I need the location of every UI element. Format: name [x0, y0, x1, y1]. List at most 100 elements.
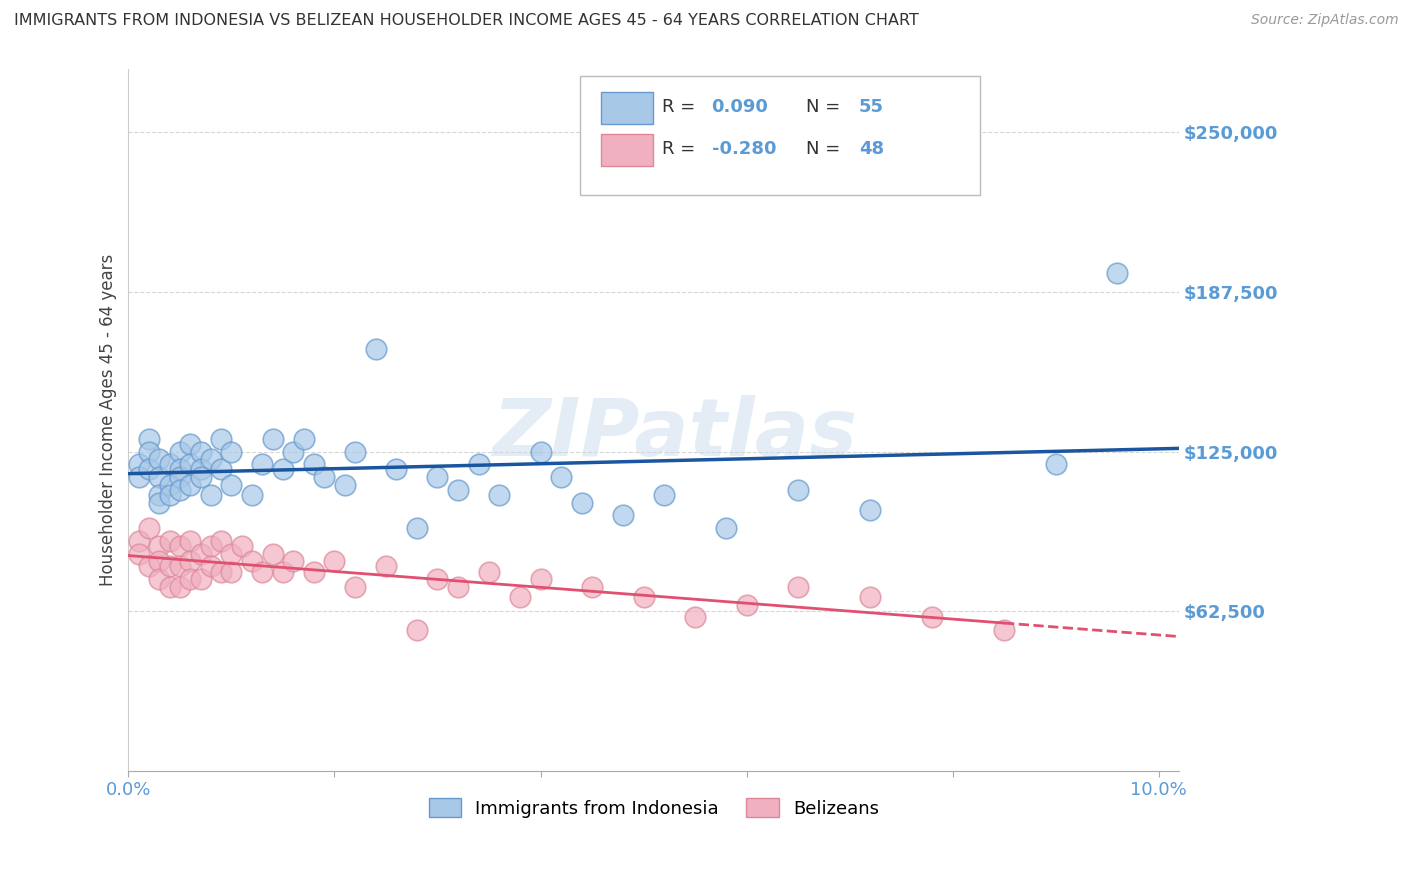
Point: [333, 477, 356, 491]
Point: [128, 470, 150, 484]
Point: [271, 565, 294, 579]
Point: [221, 444, 243, 458]
Point: [550, 470, 572, 484]
Point: [652, 488, 675, 502]
Point: [221, 477, 243, 491]
Point: [240, 488, 263, 502]
Point: [323, 554, 346, 568]
Point: [138, 521, 160, 535]
Point: [426, 572, 449, 586]
Point: [209, 462, 232, 476]
FancyBboxPatch shape: [602, 134, 652, 166]
Point: [859, 590, 882, 604]
Point: [714, 521, 737, 535]
Point: [447, 580, 470, 594]
Point: [190, 572, 212, 586]
Point: [314, 470, 336, 484]
Point: [426, 470, 449, 484]
Point: [209, 533, 232, 548]
Point: [529, 444, 551, 458]
Point: [344, 580, 367, 594]
Point: [159, 559, 181, 574]
Point: [148, 470, 170, 484]
Text: R =: R =: [662, 140, 702, 158]
Point: [159, 580, 181, 594]
Point: [859, 503, 882, 517]
Point: [612, 508, 634, 523]
Point: [921, 610, 943, 624]
Point: [581, 580, 603, 594]
Point: [787, 580, 810, 594]
Point: [179, 554, 201, 568]
Point: [787, 483, 810, 497]
Point: [240, 554, 263, 568]
Point: [138, 444, 160, 458]
Point: [529, 572, 551, 586]
Point: [148, 554, 170, 568]
Point: [509, 590, 531, 604]
Text: 48: 48: [859, 140, 884, 158]
Point: [262, 432, 284, 446]
Point: [735, 598, 758, 612]
Point: [467, 458, 489, 472]
Point: [200, 539, 222, 553]
Point: [478, 565, 501, 579]
Point: [148, 488, 170, 502]
Point: [128, 533, 150, 548]
Point: [179, 533, 201, 548]
Point: [179, 477, 201, 491]
Point: [271, 462, 294, 476]
Point: [159, 477, 181, 491]
Point: [302, 458, 325, 472]
Point: [148, 539, 170, 553]
Point: [993, 624, 1015, 638]
Point: [138, 559, 160, 574]
Point: [571, 495, 593, 509]
Point: [128, 458, 150, 472]
Point: [385, 462, 408, 476]
Point: [148, 452, 170, 467]
Y-axis label: Householder Income Ages 45 - 64 years: Householder Income Ages 45 - 64 years: [100, 253, 117, 586]
Text: 0.090: 0.090: [711, 98, 769, 116]
Point: [200, 452, 222, 467]
Point: [179, 458, 201, 472]
Point: [364, 343, 387, 357]
Text: ZIPatlas: ZIPatlas: [492, 394, 858, 473]
Point: [633, 590, 655, 604]
Text: -0.280: -0.280: [711, 140, 776, 158]
Point: [683, 610, 706, 624]
Point: [190, 547, 212, 561]
Point: [138, 432, 160, 446]
Point: [406, 521, 429, 535]
Point: [283, 444, 305, 458]
Point: [169, 559, 191, 574]
Point: [200, 488, 222, 502]
Point: [447, 483, 470, 497]
Point: [231, 539, 253, 553]
Text: N =: N =: [806, 140, 846, 158]
Point: [169, 539, 191, 553]
Point: [179, 437, 201, 451]
Text: Source: ZipAtlas.com: Source: ZipAtlas.com: [1251, 13, 1399, 28]
Point: [148, 572, 170, 586]
Point: [344, 444, 367, 458]
Point: [302, 565, 325, 579]
Point: [138, 462, 160, 476]
Point: [252, 458, 274, 472]
Point: [159, 533, 181, 548]
Point: [406, 624, 429, 638]
Point: [169, 580, 191, 594]
Point: [221, 565, 243, 579]
Point: [221, 547, 243, 561]
Point: [190, 470, 212, 484]
Point: [1045, 458, 1067, 472]
Text: R =: R =: [662, 98, 702, 116]
Point: [159, 458, 181, 472]
Point: [148, 495, 170, 509]
Point: [169, 470, 191, 484]
Point: [169, 462, 191, 476]
Text: 55: 55: [859, 98, 884, 116]
FancyBboxPatch shape: [602, 92, 652, 124]
Text: IMMIGRANTS FROM INDONESIA VS BELIZEAN HOUSEHOLDER INCOME AGES 45 - 64 YEARS CORR: IMMIGRANTS FROM INDONESIA VS BELIZEAN HO…: [14, 13, 920, 29]
Point: [252, 565, 274, 579]
